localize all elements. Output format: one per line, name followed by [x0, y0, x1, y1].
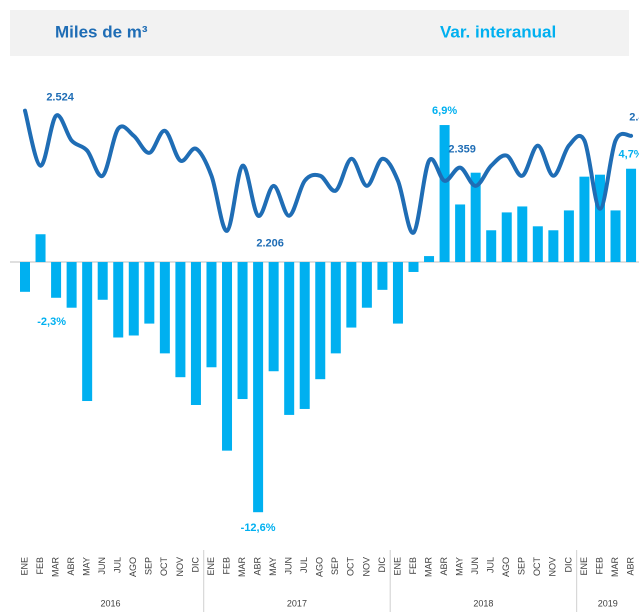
- x-tick-label: ABR: [252, 557, 262, 576]
- bar: [439, 125, 450, 263]
- bar: [610, 210, 621, 263]
- bar: [486, 230, 497, 263]
- bar: [159, 262, 170, 354]
- bar: [330, 262, 341, 354]
- x-tick-label: SEP: [330, 557, 340, 575]
- x-tick-label: MAY: [82, 557, 92, 576]
- bar: [51, 262, 62, 298]
- line: [23, 108, 634, 235]
- x-tick-label: FEB: [408, 557, 418, 575]
- x-tick-label: JUL: [486, 557, 496, 573]
- bar: [501, 212, 512, 263]
- year-label: 2019: [598, 598, 618, 608]
- bar: [35, 234, 46, 263]
- x-tick-label: AGO: [128, 557, 138, 577]
- x-tick-label: DIC: [190, 557, 200, 573]
- x-tick-label: DIC: [563, 557, 573, 573]
- x-tick-label: ABR: [439, 557, 449, 576]
- bar: [190, 262, 201, 405]
- x-tick-label: JUN: [97, 557, 107, 575]
- x-tick-label: OCT: [346, 557, 356, 577]
- bar: [20, 262, 30, 292]
- x-tick-label: DIC: [377, 557, 387, 573]
- x-tick-label: NOV: [548, 557, 558, 577]
- x-tick-label: AGO: [315, 557, 325, 577]
- x-tick-label: FEB: [221, 557, 231, 575]
- x-tick-label: FEB: [35, 557, 45, 575]
- bar: [455, 204, 466, 263]
- bar: [253, 262, 264, 513]
- bar: [268, 262, 279, 372]
- bar: [470, 172, 481, 263]
- bar: [377, 262, 388, 290]
- bar: [113, 262, 124, 338]
- bar: [284, 262, 295, 415]
- bar: [579, 176, 590, 263]
- bar: [206, 262, 217, 368]
- x-tick-label: ENE: [206, 557, 216, 576]
- header-band: [10, 10, 629, 56]
- bar: [517, 206, 528, 263]
- x-tick-label: NOV: [175, 557, 185, 577]
- bar: [222, 262, 233, 451]
- bar: [594, 174, 605, 263]
- year-label: 2017: [287, 598, 307, 608]
- x-tick-label: JUN: [284, 557, 294, 575]
- x-tick-label: JUL: [113, 557, 123, 573]
- x-tick-label: ABR: [625, 557, 635, 576]
- bar-value-label: 4,7%: [619, 149, 639, 161]
- x-tick-label: MAR: [50, 557, 60, 578]
- x-tick-label: ENE: [579, 557, 589, 576]
- bar: [144, 262, 155, 324]
- x-tick-label: SEP: [517, 557, 527, 575]
- x-tick-label: MAY: [454, 557, 464, 576]
- x-tick-label: AGO: [501, 557, 511, 577]
- x-tick-label: FEB: [594, 557, 604, 575]
- bar: [346, 262, 357, 328]
- x-tick-label: SEP: [144, 557, 154, 575]
- bar: [299, 262, 310, 409]
- legend-bar: Var. interanual: [440, 22, 556, 41]
- bar: [626, 168, 637, 263]
- bar: [408, 262, 419, 272]
- bar-value-label: -12,6%: [241, 522, 276, 534]
- bar: [128, 262, 139, 336]
- year-label: 2016: [100, 598, 120, 608]
- bar: [532, 226, 543, 263]
- x-tick-label: MAR: [423, 557, 433, 578]
- bar-value-label: 6,9%: [432, 105, 457, 117]
- x-tick-label: ABR: [66, 557, 76, 576]
- x-tick-label: OCT: [532, 557, 542, 577]
- bar: [175, 262, 186, 378]
- bar: [237, 262, 248, 400]
- line-value-label: 2.359: [448, 144, 476, 156]
- bar: [66, 262, 77, 308]
- x-tick-label: JUL: [299, 557, 309, 573]
- x-tick-label: ENE: [19, 557, 29, 576]
- bar: [424, 256, 435, 263]
- x-tick-label: NOV: [361, 557, 371, 577]
- bar-value-label: -2,3%: [37, 316, 66, 328]
- x-tick-label: MAY: [268, 557, 278, 576]
- x-tick-label: OCT: [159, 557, 169, 577]
- x-tick-label: MAR: [610, 557, 620, 578]
- bar: [97, 262, 108, 300]
- bar: [361, 262, 372, 308]
- legend-line: Miles de m³: [55, 22, 148, 41]
- bar: [315, 262, 326, 380]
- line-value-label: 2.524: [46, 92, 74, 104]
- line-value-label: 2.206: [256, 238, 284, 250]
- bar: [563, 210, 574, 263]
- x-tick-label: ENE: [392, 557, 402, 576]
- bar: [548, 230, 559, 263]
- bar: [82, 262, 93, 402]
- year-label: 2018: [473, 598, 493, 608]
- x-tick-label: JUN: [470, 557, 480, 575]
- x-tick-label: MAR: [237, 557, 247, 578]
- bar: [392, 262, 403, 324]
- line-value-label: 2.460: [629, 112, 639, 124]
